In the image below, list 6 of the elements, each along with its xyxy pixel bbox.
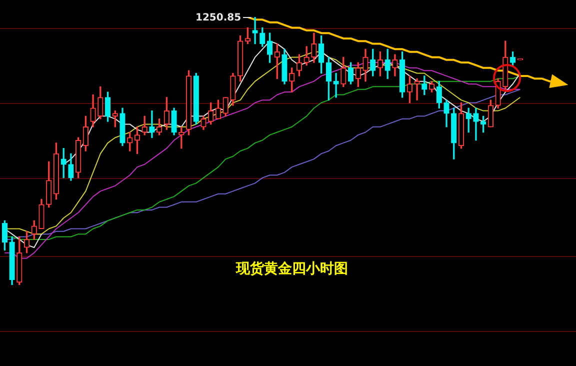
candlestick [149, 110, 155, 138]
candlestick [414, 78, 420, 100]
annotation: 1250.85 [196, 12, 242, 24]
text: 现货黄金四小时图 [234, 260, 349, 278]
candlestick [252, 17, 258, 44]
candlestick [333, 72, 339, 98]
